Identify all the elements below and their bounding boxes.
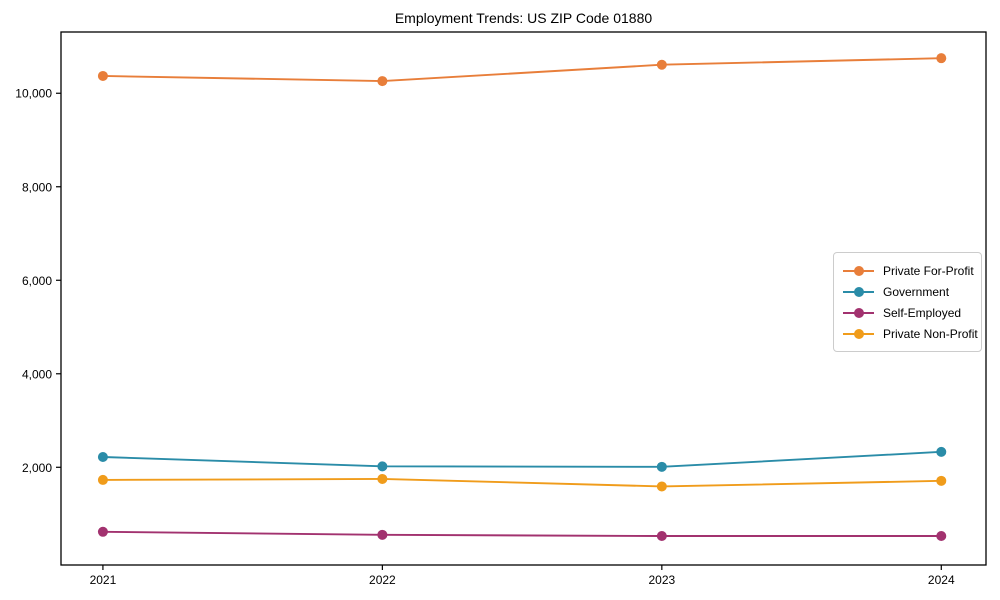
y-tick-label: 6,000 <box>22 274 52 288</box>
legend-item-private-non-profit: Private Non-Profit <box>843 323 978 344</box>
y-tick-label: 8,000 <box>22 180 52 194</box>
series-line-government <box>101 450 943 468</box>
legend-item-government: Government <box>843 281 973 302</box>
legend-label: Self-Employed <box>883 305 962 320</box>
x-tick-label: 2021 <box>90 573 117 587</box>
data-point-government-2021 <box>97 451 108 462</box>
x-tick-label: 2023 <box>648 573 675 587</box>
data-point-self-employed-2021 <box>97 526 108 537</box>
data-point-private-non-profit-2023 <box>656 481 667 492</box>
data-point-private-for-profit-2023 <box>656 59 667 70</box>
data-point-private-for-profit-2021 <box>97 70 108 81</box>
series-line-private-for-profit <box>101 57 943 83</box>
legend-item-self-employed: Self-Employed <box>843 302 973 323</box>
legend-marker-icon <box>843 307 874 319</box>
axes-frame <box>60 31 987 566</box>
x-tick-label: 2022 <box>369 573 396 587</box>
x-tick-label: 2024 <box>928 573 955 587</box>
legend-label: Private Non-Profit <box>883 326 978 341</box>
y-tick-label: 4,000 <box>22 367 52 381</box>
data-point-private-for-profit-2022 <box>377 76 388 87</box>
data-point-private-non-profit-2024 <box>936 475 947 486</box>
data-point-self-employed-2022 <box>377 529 388 540</box>
chart-title: Employment Trends: US ZIP Code 01880 <box>394 10 653 26</box>
y-tick-label: 2,000 <box>22 461 52 475</box>
data-point-private-for-profit-2024 <box>936 53 947 64</box>
legend-item-private-for-profit: Private For-Profit <box>843 260 974 281</box>
data-point-government-2024 <box>936 446 947 457</box>
legend-marker-icon <box>843 286 874 298</box>
data-point-private-non-profit-2021 <box>97 474 108 485</box>
legend: Private For-Profit Government Self-Employe… <box>833 252 982 352</box>
data-point-self-employed-2024 <box>936 531 947 542</box>
legend-marker-icon <box>843 265 874 277</box>
legend-label: Government <box>883 284 950 299</box>
y-tick-label: 10,000 <box>15 87 52 101</box>
data-point-government-2022 <box>377 461 388 472</box>
legend-label: Private For-Profit <box>883 263 974 278</box>
series-line-self-employed <box>101 530 943 537</box>
series-line-private-non-profit <box>101 478 943 488</box>
data-point-self-employed-2023 <box>656 531 667 542</box>
legend-marker-icon <box>843 328 874 340</box>
data-point-private-non-profit-2022 <box>377 473 388 484</box>
data-point-government-2023 <box>656 461 667 472</box>
